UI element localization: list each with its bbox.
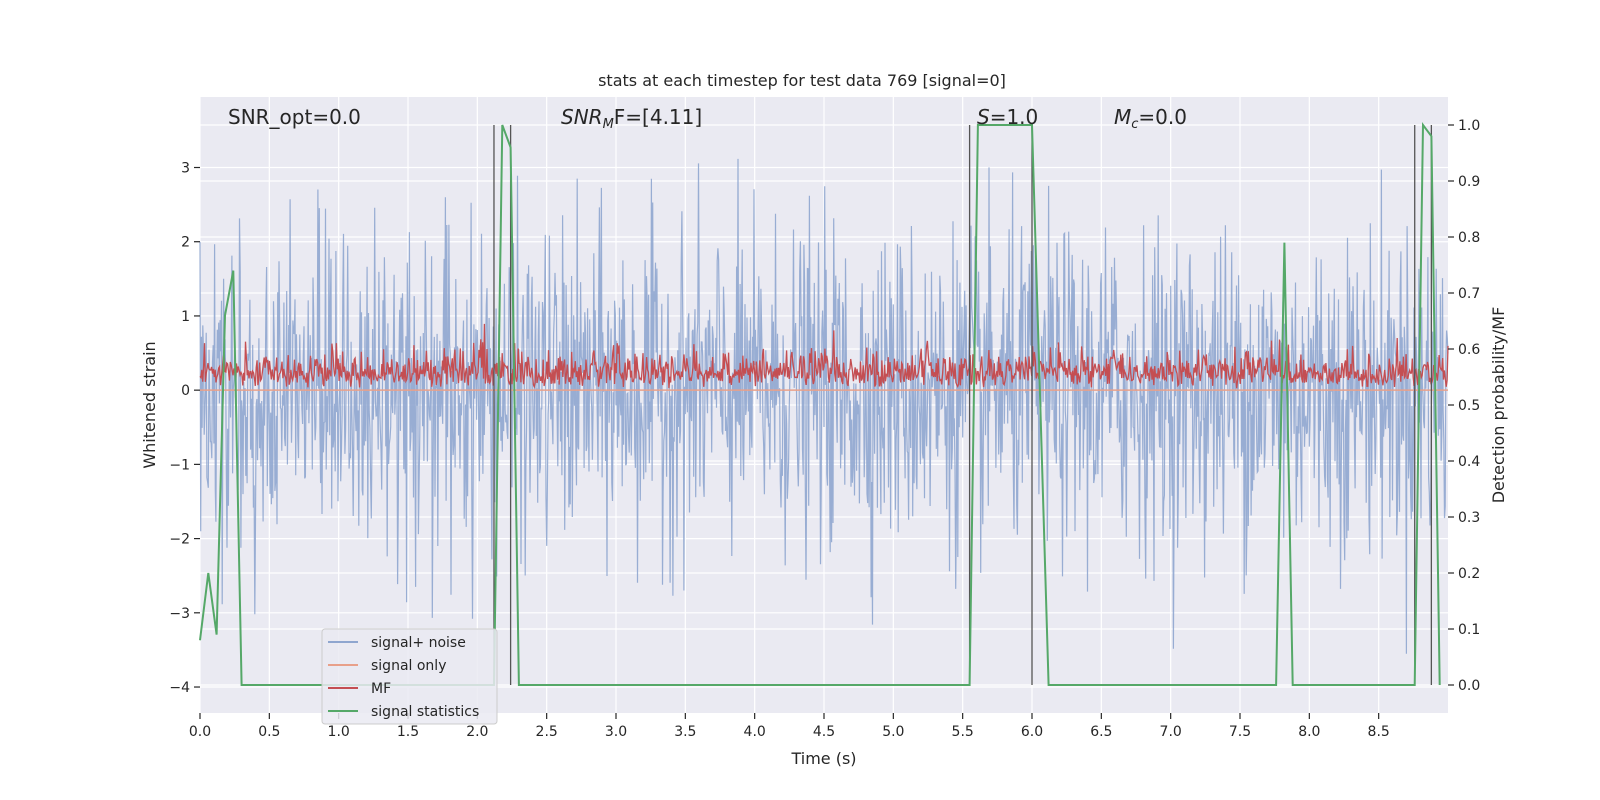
y2-tick-label: 0.0 bbox=[1458, 678, 1480, 694]
x-tick-label: 5.0 bbox=[882, 724, 904, 740]
y-axis-ticks: 3 2 1 0 −1 −2 −3 −4 bbox=[169, 161, 200, 696]
x-axis-label: Time (s) bbox=[790, 749, 856, 768]
x-tick-label: 4.0 bbox=[744, 724, 766, 740]
y-tick-label: 1 bbox=[181, 309, 190, 325]
legend-box bbox=[321, 628, 498, 725]
y-tick-label: 2 bbox=[181, 235, 190, 251]
y2-tick-label: 0.3 bbox=[1458, 510, 1480, 526]
vertical-marker-lines bbox=[493, 125, 1433, 685]
x-tick-label: 2.5 bbox=[536, 724, 558, 740]
annotation-snr-mf-sub: M bbox=[603, 117, 614, 132]
x-tick-label: 2.0 bbox=[466, 724, 488, 740]
y2-tick-label: 0.7 bbox=[1458, 286, 1480, 302]
x-tick-label: 4.5 bbox=[813, 724, 835, 740]
annotation-snr-mf-main: SNR bbox=[561, 105, 603, 129]
annotation-mc: Mc=0.0 bbox=[1114, 105, 1187, 132]
legend-label-signal-statistics: signal statistics bbox=[371, 704, 479, 720]
x-tick-label: 8.0 bbox=[1298, 724, 1320, 740]
mf-series bbox=[199, 323, 1449, 389]
y2-tick-label: 1.0 bbox=[1458, 118, 1480, 134]
y2-tick-label: 0.6 bbox=[1458, 342, 1480, 358]
y2-axis-ticks: 1.0 0.9 0.8 0.7 0.6 0.5 0.4 0.3 0.2 0.1 0.0 bbox=[1448, 118, 1480, 694]
y2-tick-label: 0.9 bbox=[1458, 174, 1480, 190]
y2-tick-label: 0.2 bbox=[1458, 566, 1480, 582]
x-tick-label: 7.0 bbox=[1160, 724, 1182, 740]
x-tick-label: 1.0 bbox=[328, 724, 350, 740]
y-tick-label: −3 bbox=[169, 606, 190, 622]
annotation-s: S=1.0 bbox=[977, 105, 1038, 129]
x-tick-label: 3.0 bbox=[605, 724, 627, 740]
annotation-snr-opt: SNR_opt=0.0 bbox=[228, 105, 361, 129]
x-tick-label: 1.5 bbox=[397, 724, 419, 740]
x-tick-label: 5.5 bbox=[952, 724, 974, 740]
annotation-s-main: S bbox=[977, 105, 990, 129]
x-axis-ticks: 0.0 0.5 1.0 1.5 2.0 2.5 3.0 3.5 4.0 4.5 5.0 5.5 6.0 6… bbox=[189, 713, 1390, 740]
y2-tick-label: 0.8 bbox=[1458, 230, 1480, 246]
annotation-snr-mf-rest: F=[4.11] bbox=[614, 105, 702, 129]
signal-statistics-series bbox=[199, 122, 1441, 686]
annotation-mc-rest: =0.0 bbox=[1138, 105, 1187, 129]
x-tick-label: 6.0 bbox=[1021, 724, 1043, 740]
mf-line bbox=[199, 323, 1449, 389]
annotation-mc-sub: c bbox=[1131, 117, 1138, 132]
y2-axis-label: Detection probability/MF bbox=[1489, 307, 1508, 504]
x-tick-label: 6.5 bbox=[1090, 724, 1112, 740]
legend-label-signal-only: signal only bbox=[371, 658, 446, 674]
x-tick-label: 3.5 bbox=[674, 724, 696, 740]
y-axis-label: Whitened strain bbox=[140, 341, 159, 468]
y-tick-label: −1 bbox=[169, 457, 190, 473]
y2-tick-label: 0.5 bbox=[1458, 398, 1480, 414]
y-tick-label: −2 bbox=[169, 532, 190, 548]
annotation-s-rest: =1.0 bbox=[990, 105, 1039, 129]
y2-tick-label: 0.4 bbox=[1458, 454, 1480, 470]
x-tick-label: 7.5 bbox=[1229, 724, 1251, 740]
x-tick-label: 8.5 bbox=[1368, 724, 1390, 740]
legend: signal+ noise signal only MF signal stat… bbox=[321, 628, 498, 725]
x-tick-label: 0.0 bbox=[189, 724, 211, 740]
y-tick-label: −4 bbox=[169, 680, 190, 696]
y2-tick-label: 0.1 bbox=[1458, 622, 1480, 638]
annotation-snr-mf: SNRMF=[4.11] bbox=[561, 105, 702, 132]
legend-label-signal-noise: signal+ noise bbox=[371, 635, 466, 651]
plot-area bbox=[199, 97, 1449, 713]
legend-label-mf: MF bbox=[371, 681, 391, 697]
y-tick-label: 3 bbox=[181, 161, 190, 177]
chart-title: stats at each timestep for test data 769… bbox=[598, 71, 1006, 90]
annotation-mc-main: M bbox=[1114, 105, 1131, 129]
y-tick-label: 0 bbox=[181, 383, 190, 399]
x-tick-label: 0.5 bbox=[258, 724, 280, 740]
